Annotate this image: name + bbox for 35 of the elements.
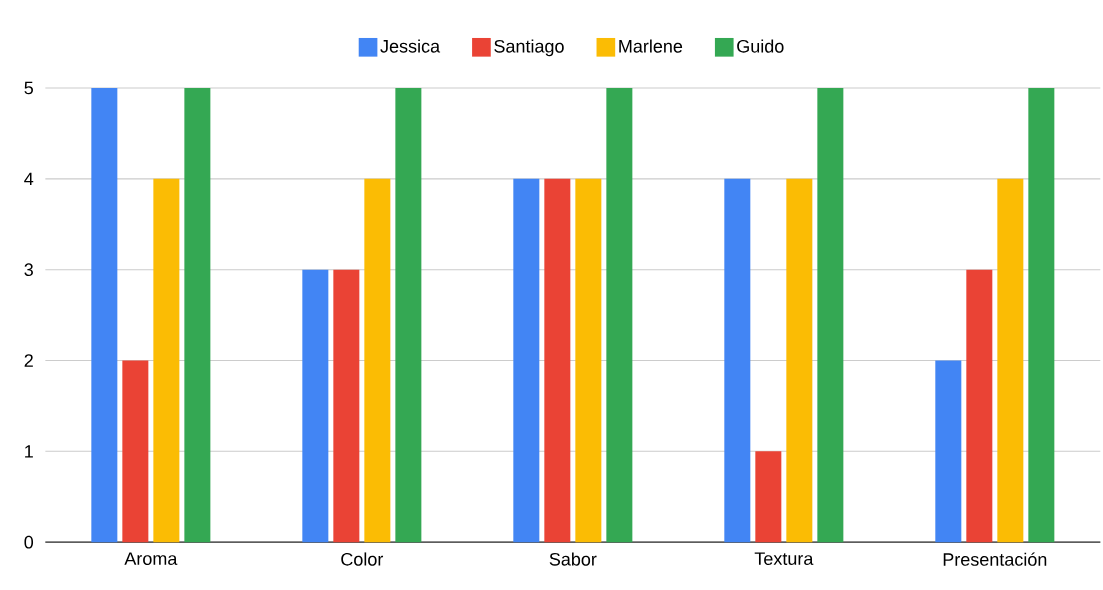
y-tick-label: 3 bbox=[24, 263, 33, 276]
legend-label: Guido bbox=[737, 39, 784, 53]
bar bbox=[364, 178, 391, 543]
y-tick-label: 5 bbox=[24, 81, 34, 95]
bar bbox=[544, 178, 571, 543]
bar bbox=[606, 87, 633, 543]
legend-label: Santiago bbox=[494, 39, 564, 57]
bar bbox=[1028, 87, 1055, 543]
y-tick-label: 0 bbox=[24, 535, 34, 549]
y-tick-label: 4 bbox=[24, 172, 34, 185]
legend-label: Jessica bbox=[380, 39, 441, 53]
bar bbox=[786, 178, 813, 543]
bar bbox=[513, 178, 540, 543]
bar bbox=[184, 87, 211, 543]
bar bbox=[935, 360, 962, 543]
x-tick-label: Presentación bbox=[943, 552, 1047, 566]
bar bbox=[755, 451, 782, 543]
bar bbox=[333, 269, 360, 543]
bar bbox=[724, 178, 751, 543]
bar bbox=[395, 87, 422, 543]
x-tick-label: Sabor bbox=[549, 552, 597, 566]
y-tick-label: 2 bbox=[24, 354, 33, 367]
bar bbox=[817, 87, 844, 543]
x-tick-label: Textura bbox=[754, 552, 814, 565]
x-tick-label: Color bbox=[341, 552, 384, 566]
y-tick-label: 1 bbox=[25, 445, 33, 458]
x-tick-label: Aroma bbox=[124, 552, 178, 565]
bar bbox=[91, 87, 118, 543]
bar bbox=[302, 269, 329, 543]
bar bbox=[153, 178, 180, 543]
legend-label: Marlene bbox=[619, 39, 683, 53]
bar bbox=[575, 178, 602, 543]
bar bbox=[122, 360, 149, 543]
bar bbox=[966, 269, 993, 543]
bar bbox=[997, 178, 1024, 543]
